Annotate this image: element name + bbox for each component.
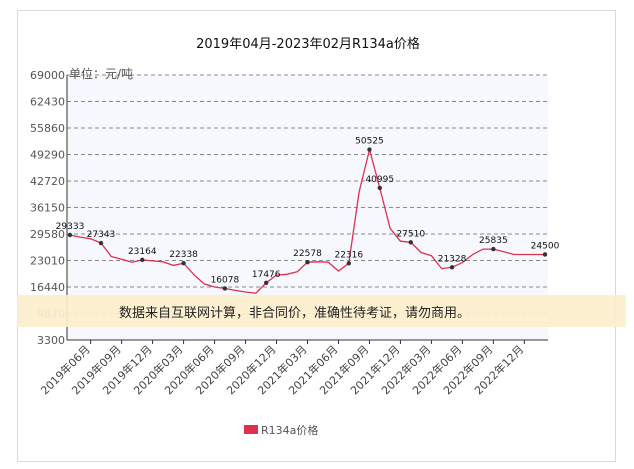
data-point [367,147,372,152]
data-points [67,147,548,291]
chart-frame [17,10,616,462]
y-tick-label: 42720 [30,175,65,188]
data-label: 40995 [365,175,394,185]
data-label: 22316 [334,250,363,260]
data-point [305,260,310,265]
data-label: 27343 [87,230,116,240]
data-label: 22338 [169,250,198,260]
data-point [263,280,269,286]
y-tick-label: 23010 [30,255,65,268]
legend: R134a价格 [244,423,318,437]
data-point [67,232,73,238]
data-point [491,246,496,252]
data-label: 16078 [211,275,240,285]
data-point [346,261,352,266]
x-axis-ticks: 2019年06月2019年09月2019年12月2020年03月2020年06月… [38,340,526,397]
data-point [377,185,382,191]
disclaimer-text: 数据来自互联网计算，非合同价，准确性待考证，请勿商用。 [119,306,471,321]
data-label: 23164 [128,247,157,257]
y-tick-label: 3300 [37,334,65,347]
chart-title: 2019年04月-2023年02月R134a价格 [196,36,420,52]
data-label: 21328 [438,254,467,264]
data-point [542,252,548,257]
unit-label: 单位：元/吨 [69,66,133,81]
data-label: 17476 [252,270,281,280]
data-point [140,257,145,263]
data-label: 27510 [396,229,425,239]
y-tick-label: 55860 [30,122,65,135]
legend-label: R134a价格 [261,423,318,437]
data-label: 50525 [355,137,384,147]
data-point [408,240,413,245]
y-tick-label: 36150 [30,202,65,215]
data-label: 29333 [56,222,85,232]
y-tick-label: 49290 [30,149,65,162]
y-tick-label: 69000 [30,69,65,82]
data-label: 25835 [479,236,508,246]
y-axis-ticks: 3300987016440230102958036150427204929055… [30,69,65,347]
data-label: 22578 [293,249,322,259]
data-label: 24500 [531,241,560,251]
data-point [222,286,228,291]
data-point [181,261,186,266]
data-point [449,265,455,270]
y-tick-label: 29580 [30,228,65,241]
disclaimer-banner: 数据来自互联网计算，非合同价，准确性待考证，请勿商用。 [17,295,626,327]
y-tick-label: 16440 [30,281,65,294]
data-point [98,240,104,246]
y-tick-label: 62430 [30,96,65,109]
legend-swatch [244,425,258,434]
